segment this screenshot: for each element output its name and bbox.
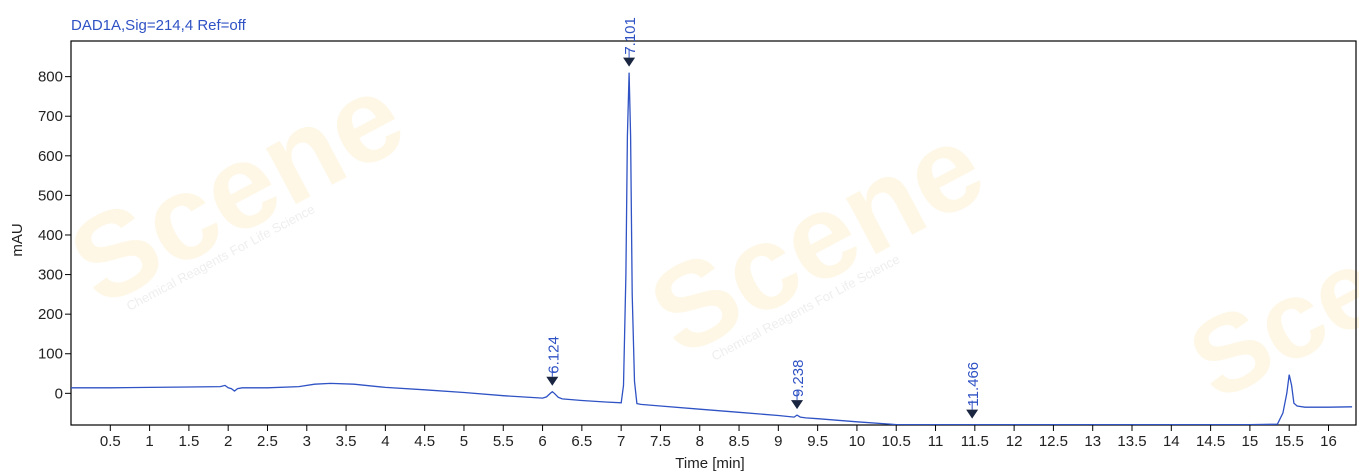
plot-frame <box>70 40 1357 426</box>
peak-label: 11.466 <box>965 362 982 407</box>
x-tick-label: 10 <box>849 433 866 450</box>
y-tick-label: 0 <box>55 385 63 402</box>
x-tick-label: 15.5 <box>1275 433 1304 450</box>
x-tick-label: 8.5 <box>729 433 750 450</box>
x-tick-label: 9 <box>774 433 782 450</box>
y-tick-label: 800 <box>38 69 63 86</box>
y-tick-label: 200 <box>38 306 63 323</box>
peak-label: 9.238 <box>790 360 807 398</box>
x-tick-label: 6.5 <box>571 433 592 450</box>
x-tick-label: 11 <box>928 433 944 450</box>
x-tick-label: 9.5 <box>807 433 828 450</box>
x-tick-label: 11.5 <box>961 433 989 450</box>
x-tick-label: 3.5 <box>336 433 357 450</box>
peak-label: 7.101 <box>622 17 639 55</box>
x-tick-label: 12 <box>1006 433 1023 450</box>
x-tick-label: 5 <box>460 433 468 450</box>
x-tick-label: 1 <box>145 433 153 450</box>
x-tick-label: 1.5 <box>178 433 199 450</box>
y-tick-label: 400 <box>38 227 63 244</box>
x-tick-label: 13.5 <box>1117 433 1146 450</box>
y-axis-label: mAU <box>9 223 26 256</box>
x-tick-label: 0.5 <box>100 433 121 450</box>
x-tick-label: 16 <box>1320 433 1337 450</box>
peak-marker <box>546 376 559 386</box>
y-tick-label: 300 <box>38 267 63 284</box>
x-tick-label: 8 <box>696 433 704 450</box>
y-tick-label: 600 <box>38 148 63 165</box>
peak-marker <box>791 400 804 410</box>
x-tick-label: 2 <box>224 433 232 450</box>
chromatogram-trace <box>71 72 1353 425</box>
x-tick-label: 14.5 <box>1196 433 1225 450</box>
x-axis-label: Time [min] <box>675 455 744 472</box>
y-tick-label: 700 <box>38 108 63 125</box>
x-tick-label: 6 <box>538 433 546 450</box>
x-tick-label: 13 <box>1084 433 1101 450</box>
y-tick-label: 100 <box>38 346 63 363</box>
x-tick-label: 7 <box>617 433 625 450</box>
peak-marker <box>966 409 979 419</box>
peak-label: 6.124 <box>545 336 562 374</box>
y-tick-label: 500 <box>38 187 63 204</box>
x-tick-label: 14 <box>1163 433 1180 450</box>
chart-title: DAD1A,Sig=214,4 Ref=off <box>71 17 247 34</box>
x-tick-label: 4 <box>381 433 389 450</box>
x-tick-label: 5.5 <box>493 433 514 450</box>
x-tick-label: 10.5 <box>882 433 911 450</box>
peak-marker <box>623 57 636 67</box>
x-tick-label: 2.5 <box>257 433 278 450</box>
x-tick-label: 4.5 <box>414 433 435 450</box>
x-tick-label: 15 <box>1242 433 1259 450</box>
x-tick-label: 3 <box>303 433 311 450</box>
x-tick-label: 12.5 <box>1039 433 1068 450</box>
x-tick-label: 7.5 <box>650 433 671 450</box>
plot-area: 0.5 1 1.5 2 2.5 3 3.5 4 4.5 5 5.5 6 6.5 7 7.5 8 8.5 9 9.5 1… <box>38 17 1357 450</box>
